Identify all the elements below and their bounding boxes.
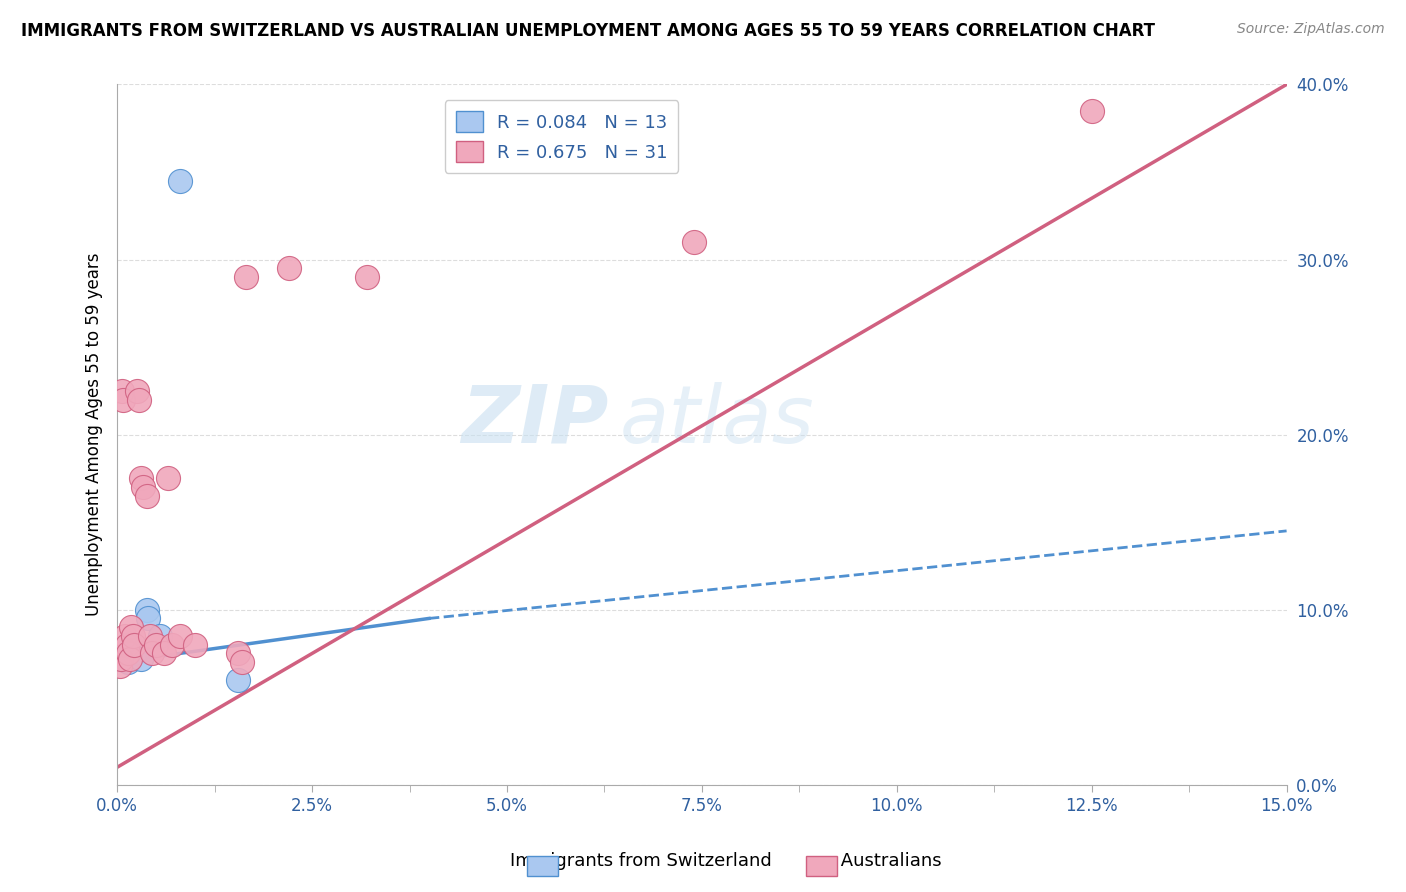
Text: ZIP: ZIP [461, 382, 609, 459]
Point [125, 384, 148, 398]
Point [115, 649, 138, 664]
Point [149, 629, 172, 643]
Point [169, 174, 191, 188]
Legend: R = 0.084   N = 13, R = 0.675   N = 31: R = 0.084 N = 13, R = 0.675 N = 31 [444, 101, 679, 173]
Point [117, 647, 139, 661]
Point [156, 471, 179, 485]
Point [277, 261, 299, 276]
Point [115, 638, 138, 652]
Text: atlas: atlas [620, 382, 815, 459]
Point [139, 629, 162, 643]
Text: Source: ZipAtlas.com: Source: ZipAtlas.com [1237, 22, 1385, 37]
Point [129, 471, 152, 485]
Point [356, 270, 378, 285]
Point [124, 638, 146, 652]
Point [169, 629, 191, 643]
Text: IMMIGRANTS FROM SWITZERLAND VS AUSTRALIAN UNEMPLOYMENT AMONG AGES 55 TO 59 YEARS: IMMIGRANTS FROM SWITZERLAND VS AUSTRALIA… [21, 22, 1156, 40]
Point [145, 638, 167, 652]
Point [226, 673, 249, 687]
Point [128, 392, 150, 407]
Point [112, 392, 135, 407]
Point [111, 384, 134, 398]
Point [108, 658, 131, 673]
Point [231, 655, 253, 669]
Point [121, 629, 143, 643]
Point [110, 651, 132, 665]
Point [117, 655, 139, 669]
Point [138, 611, 160, 625]
Y-axis label: Unemployment Among Ages 55 to 59 years: Unemployment Among Ages 55 to 59 years [86, 252, 103, 616]
Text: Immigrants from Switzerland            Australians: Immigrants from Switzerland Australians [464, 852, 942, 870]
Point [135, 489, 157, 503]
Point [132, 480, 155, 494]
Point [129, 651, 152, 665]
Point [153, 647, 176, 661]
Point [114, 641, 136, 656]
Point [226, 647, 249, 661]
Point [114, 629, 136, 643]
Point [110, 651, 132, 665]
Point [1080, 103, 1102, 118]
Point [160, 638, 183, 652]
Point [124, 647, 146, 661]
Point [112, 647, 135, 661]
Point [683, 235, 706, 249]
Point [120, 620, 142, 634]
Point [118, 651, 141, 665]
Point [120, 638, 142, 652]
Point [184, 638, 207, 652]
Point [135, 602, 157, 616]
Point [141, 647, 163, 661]
Point [235, 270, 257, 285]
